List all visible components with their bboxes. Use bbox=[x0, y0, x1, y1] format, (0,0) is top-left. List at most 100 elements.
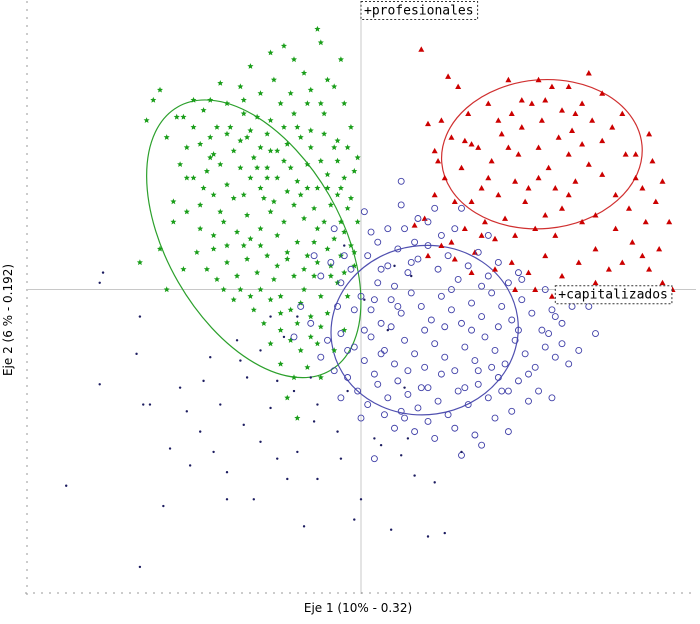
point-series-0 bbox=[327, 272, 334, 279]
point-series-3 bbox=[389, 528, 393, 531]
point-series-1 bbox=[589, 117, 596, 123]
point-series-0 bbox=[157, 86, 163, 93]
point-series-1 bbox=[538, 117, 545, 123]
point-series-3 bbox=[413, 474, 416, 477]
point-series-2 bbox=[414, 255, 422, 263]
point-series-0 bbox=[337, 184, 344, 191]
point-series-2 bbox=[391, 282, 398, 290]
point-series-2 bbox=[525, 397, 532, 405]
point-series-3 bbox=[259, 349, 262, 352]
point-series-1 bbox=[605, 266, 612, 272]
point-series-0 bbox=[264, 174, 271, 181]
data-points bbox=[65, 25, 676, 569]
point-series-3 bbox=[316, 403, 319, 406]
point-series-2 bbox=[374, 380, 382, 388]
point-series-1 bbox=[475, 144, 482, 150]
point-series-1 bbox=[599, 90, 606, 96]
point-series-3 bbox=[276, 379, 279, 383]
point-series-2 bbox=[360, 357, 368, 365]
point-series-3 bbox=[219, 403, 222, 406]
point-series-0 bbox=[257, 90, 264, 96]
point-series-3 bbox=[316, 477, 319, 481]
point-series-0 bbox=[297, 191, 304, 198]
point-series-1 bbox=[431, 147, 438, 154]
point-series-0 bbox=[314, 25, 321, 32]
point-series-0 bbox=[337, 56, 344, 63]
point-series-2 bbox=[367, 306, 375, 314]
point-series-0 bbox=[270, 198, 277, 205]
point-series-1 bbox=[425, 120, 431, 127]
point-series-1 bbox=[508, 110, 515, 117]
point-series-2 bbox=[551, 313, 559, 321]
point-series-2 bbox=[324, 336, 331, 344]
point-series-2 bbox=[468, 326, 475, 334]
point-series-3 bbox=[336, 430, 339, 433]
point-series-1 bbox=[431, 191, 438, 198]
point-series-2 bbox=[458, 451, 465, 459]
point-series-0 bbox=[257, 225, 264, 232]
point-series-1 bbox=[468, 269, 475, 276]
point-series-0 bbox=[270, 76, 277, 83]
point-series-1 bbox=[458, 164, 465, 171]
point-series-2 bbox=[515, 269, 522, 277]
point-series-0 bbox=[280, 42, 287, 49]
point-series-2 bbox=[381, 411, 388, 419]
point-series-1 bbox=[666, 218, 673, 225]
point-series-0 bbox=[324, 245, 331, 252]
point-series-2 bbox=[391, 424, 398, 432]
point-series-1 bbox=[411, 222, 418, 228]
point-series-0 bbox=[280, 157, 287, 164]
point-series-0 bbox=[291, 110, 297, 117]
point-series-0 bbox=[227, 124, 234, 130]
point-series-1 bbox=[552, 185, 559, 191]
point-series-1 bbox=[632, 151, 639, 157]
point-series-1 bbox=[559, 273, 565, 279]
point-series-0 bbox=[240, 191, 247, 198]
point-series-2 bbox=[515, 326, 522, 334]
point-series-2 bbox=[471, 357, 479, 365]
point-series-3 bbox=[393, 264, 396, 268]
point-series-0 bbox=[341, 269, 348, 276]
point-series-2 bbox=[481, 333, 489, 341]
point-series-0 bbox=[314, 225, 321, 232]
point-series-2 bbox=[454, 275, 462, 283]
annotation-1: +capitalizados bbox=[558, 288, 668, 303]
point-series-0 bbox=[274, 147, 281, 154]
annotations: +profesionales +capitalizados bbox=[360, 1, 673, 305]
point-series-0 bbox=[291, 272, 297, 279]
point-series-2 bbox=[508, 316, 516, 324]
point-series-1 bbox=[485, 100, 492, 106]
point-series-1 bbox=[451, 256, 458, 262]
point-series-0 bbox=[210, 245, 217, 252]
point-series-2 bbox=[474, 380, 482, 388]
point-series-1 bbox=[626, 205, 632, 211]
point-series-0 bbox=[254, 269, 261, 276]
point-series-2 bbox=[340, 252, 348, 260]
point-series-1 bbox=[478, 232, 485, 238]
point-series-0 bbox=[240, 110, 247, 117]
point-series-3 bbox=[65, 484, 68, 487]
point-series-1 bbox=[565, 151, 572, 157]
point-series-3 bbox=[162, 504, 165, 508]
point-series-2 bbox=[370, 296, 378, 304]
point-series-0 bbox=[301, 215, 308, 222]
point-series-2 bbox=[367, 333, 375, 341]
point-series-0 bbox=[217, 208, 224, 215]
point-series-2 bbox=[474, 248, 482, 256]
point-series-0 bbox=[143, 117, 150, 123]
point-series-2 bbox=[360, 208, 368, 216]
point-series-1 bbox=[535, 76, 542, 83]
point-series-1 bbox=[579, 100, 586, 106]
point-series-0 bbox=[314, 184, 321, 191]
point-series-1 bbox=[448, 134, 455, 140]
point-series-0 bbox=[344, 293, 351, 299]
point-series-1 bbox=[585, 161, 592, 167]
point-series-3 bbox=[142, 403, 145, 406]
point-series-3 bbox=[199, 430, 202, 433]
point-series-3 bbox=[282, 335, 286, 339]
point-series-0 bbox=[277, 293, 284, 299]
point-series-0 bbox=[254, 113, 261, 120]
point-series-1 bbox=[592, 279, 599, 286]
point-series-1 bbox=[656, 245, 663, 252]
